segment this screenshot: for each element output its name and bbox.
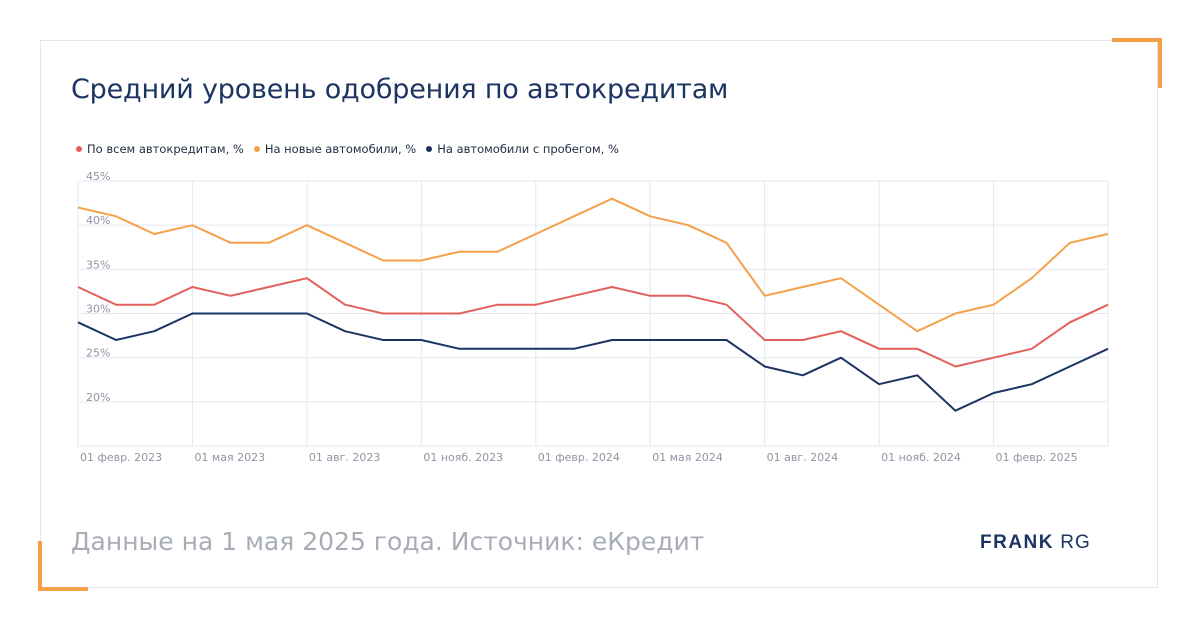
x-tick-label: 01 февр. 2025 (996, 451, 1078, 464)
brand-strong: FRANK (980, 532, 1054, 553)
y-tick-label: 40% (86, 214, 110, 227)
legend-label-used: На автомобили с пробегом, % (437, 142, 619, 156)
y-tick-label: 25% (86, 347, 110, 360)
y-tick-label: 30% (86, 303, 110, 316)
y-tick-label: 45% (86, 170, 110, 183)
corner-top-right-v (1158, 38, 1162, 88)
legend-dot-new (253, 146, 260, 152)
y-tick-label: 35% (86, 258, 110, 271)
legend-label-new: На новые автомобили, % (264, 142, 417, 156)
x-tick-label: 01 нояб. 2024 (881, 451, 961, 464)
corner-bottom-left-v (38, 541, 42, 591)
legend-item-new: На новые автомобили, % (253, 142, 417, 156)
series-line-0 (77, 277, 1109, 368)
x-tick-label: 01 мая 2023 (194, 451, 265, 464)
x-tick-label: 01 нояб. 2023 (423, 451, 503, 464)
series-line-2 (77, 312, 1109, 412)
footer-note: Данные на 1 мая 2025 года. Источник: еКр… (71, 527, 705, 556)
legend-dot-all (76, 146, 82, 152)
x-tick-label: 01 авг. 2024 (767, 451, 838, 464)
brand-light: RG (1060, 532, 1091, 553)
brand-logo: FRANK RG (980, 532, 1091, 554)
y-tick-label: 20% (86, 391, 110, 404)
legend-dot-used (426, 146, 433, 152)
x-tick-label: 01 мая 2024 (652, 451, 723, 464)
legend: По всем автокредитам, % На новые автомоб… (76, 142, 619, 156)
chart-title: Средний уровень одобрения по автокредита… (71, 74, 729, 105)
series-line-1 (77, 197, 1109, 333)
corner-bottom-left-h (38, 587, 88, 591)
x-tick-label: 01 авг. 2023 (309, 451, 380, 464)
legend-item-all: По всем автокредитам, % (76, 142, 244, 156)
legend-item-used: На автомобили с пробегом, % (426, 142, 619, 156)
corner-top-right-h (1112, 38, 1162, 42)
legend-label-all: По всем автокредитам, % (87, 142, 244, 156)
x-tick-label: 01 февр. 2023 (80, 451, 162, 464)
x-tick-label: 01 февр. 2024 (538, 451, 620, 464)
